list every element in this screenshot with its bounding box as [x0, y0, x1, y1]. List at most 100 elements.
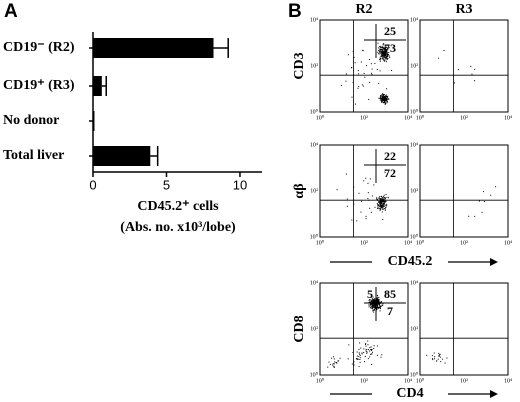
event-dot — [387, 48, 389, 50]
event-dot — [381, 52, 383, 54]
event-dot — [357, 358, 359, 360]
event-dot — [431, 355, 433, 357]
event-dot — [376, 298, 378, 300]
event-dot — [373, 311, 375, 313]
axis-tick-label: 10⁰ — [410, 371, 419, 378]
event-dot — [377, 204, 379, 206]
event-dot — [380, 58, 382, 60]
event-dot — [353, 186, 355, 188]
event-dot — [355, 103, 357, 105]
event-dot — [381, 201, 383, 203]
axis-tick-label: 10⁴ — [410, 142, 418, 148]
event-dot — [374, 306, 376, 308]
event-dot — [495, 186, 497, 188]
axis-tick-label: 10⁴ — [310, 17, 318, 23]
event-dot — [369, 304, 371, 306]
event-dot — [373, 303, 375, 305]
event-dot — [377, 305, 379, 307]
event-dot — [374, 206, 376, 208]
event-dot — [370, 211, 372, 213]
event-dot — [385, 50, 387, 52]
axis-tick-label: 10⁰ — [416, 377, 425, 384]
event-dot — [357, 87, 359, 89]
event-dot — [443, 50, 445, 52]
event-dot — [383, 194, 385, 196]
event-dot — [385, 98, 387, 100]
event-dot — [376, 307, 378, 309]
event-dot — [385, 51, 387, 53]
event-dot — [356, 351, 358, 353]
event-dot — [382, 205, 384, 207]
event-dot — [370, 346, 372, 348]
event-dot — [380, 53, 382, 55]
event-dot — [382, 203, 384, 205]
event-dot — [365, 343, 367, 345]
event-dot — [327, 366, 329, 368]
event-dot — [371, 299, 373, 301]
event-dot — [382, 58, 384, 60]
event-dot — [372, 351, 374, 353]
event-dot — [371, 303, 373, 305]
event-dot — [374, 299, 376, 301]
event-dot — [379, 46, 381, 48]
bar — [93, 111, 95, 131]
event-dot — [432, 358, 434, 360]
axis-tick-label: 10⁴ — [504, 240, 512, 246]
event-dot — [359, 354, 361, 356]
category-label: No donor — [3, 113, 59, 128]
event-dot — [380, 97, 382, 99]
event-dot — [380, 202, 382, 204]
event-dot — [372, 305, 374, 307]
event-dot — [382, 94, 384, 96]
event-dot — [380, 55, 382, 57]
event-dot — [382, 47, 384, 49]
event-dot — [384, 57, 386, 59]
bar — [93, 76, 102, 96]
event-dot — [360, 211, 362, 213]
event-dot — [358, 355, 360, 357]
event-dot — [356, 358, 358, 360]
event-dot — [329, 363, 331, 365]
event-dot — [379, 200, 381, 202]
x-axis-label: CD45.2 — [388, 254, 433, 269]
x-tick-label: 5 — [163, 177, 170, 192]
event-dot — [379, 301, 381, 303]
event-dot — [376, 198, 378, 200]
event-dot — [377, 42, 379, 44]
event-dot — [332, 356, 334, 358]
event-dot — [474, 215, 476, 217]
event-dot — [457, 69, 459, 71]
event-dot — [382, 59, 384, 61]
event-dot — [334, 361, 336, 363]
axis-tick-label: 10² — [460, 378, 468, 384]
axis-tick-label: 10² — [410, 326, 418, 332]
event-dot — [358, 352, 360, 354]
event-dot — [364, 343, 366, 345]
event-dot — [374, 62, 376, 64]
event-dot — [380, 55, 382, 57]
event-dot — [439, 356, 441, 358]
event-dot — [382, 196, 384, 198]
event-dot — [381, 52, 383, 54]
event-dot — [383, 52, 385, 54]
event-dot — [366, 348, 368, 350]
event-dot — [381, 101, 383, 103]
event-dot — [361, 353, 363, 355]
event-dot — [368, 349, 370, 351]
axis-tick-label: 10² — [460, 115, 468, 121]
event-dot — [370, 306, 372, 308]
event-dot — [384, 97, 386, 99]
event-dot — [386, 56, 388, 58]
event-dot — [362, 50, 364, 52]
event-dot — [382, 99, 384, 101]
event-dot — [384, 100, 386, 102]
event-dot — [383, 202, 385, 204]
event-dot — [379, 48, 381, 50]
event-dot — [376, 203, 378, 205]
event-dot — [385, 94, 387, 96]
event-dot — [442, 358, 444, 360]
event-dot — [333, 365, 335, 367]
event-dot — [384, 95, 386, 97]
event-dot — [379, 305, 381, 307]
event-dot — [384, 47, 386, 49]
